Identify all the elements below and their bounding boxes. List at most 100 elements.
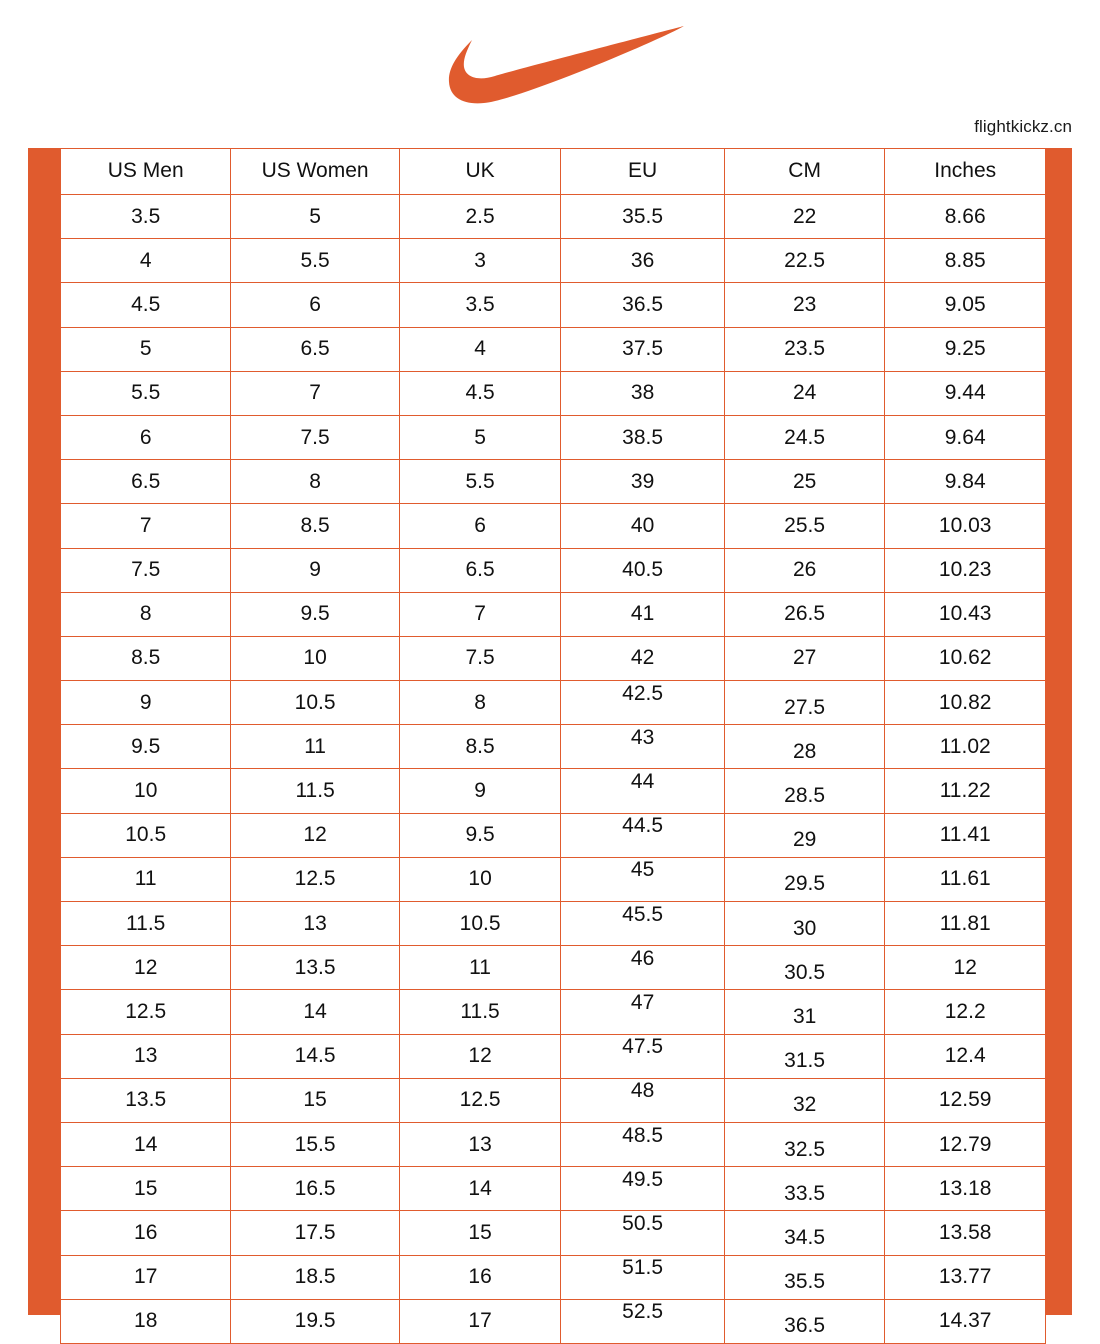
table-row: 7 8.5 6 40 25.5 10.03: [59, 503, 1046, 549]
cell-us-men: 14: [59, 1121, 232, 1168]
table-row: 10 11.5 9 44 28.5 11.22: [59, 768, 1046, 814]
table-row: 13.5 15 12.5 48 32 12.59: [59, 1077, 1046, 1123]
cell-cm: 31: [723, 989, 886, 1035]
table-row: 10.5 12 9.5 44.5 29 11.41: [59, 812, 1046, 858]
cell-inches: 8.66: [884, 193, 1046, 240]
cell-us-women: 5: [230, 193, 400, 240]
cell-uk: 3: [398, 238, 562, 284]
cell-us-women: 10.5: [230, 680, 400, 726]
cell-cm: 34.5: [723, 1210, 886, 1256]
cell-uk: 16: [398, 1254, 562, 1300]
cell-us-men: 8: [59, 591, 232, 637]
cell-inches: 12.2: [884, 989, 1046, 1035]
table-row: 5.5 7 4.5 38 24 9.44: [59, 370, 1046, 416]
column-header-us-men: US Men: [59, 148, 232, 195]
cell-us-men: 6: [59, 414, 232, 461]
cell-inches: 12.59: [884, 1077, 1046, 1123]
cell-inches: 10.82: [884, 680, 1046, 726]
cell-text: 51.5: [622, 1256, 664, 1280]
cell-uk: 10: [398, 856, 562, 903]
cell-us-women: 14: [230, 989, 400, 1035]
cell-cm: 27: [723, 635, 886, 682]
cell-us-women: 12: [230, 812, 400, 858]
cell-inches: 10.62: [884, 635, 1046, 682]
cell-inches: 13.58: [884, 1210, 1046, 1256]
cell-eu: 44.5: [560, 812, 725, 858]
cell-us-women: 11: [230, 724, 400, 770]
cell-us-women: 15.5: [230, 1121, 400, 1168]
cell-text: 52.5: [622, 1300, 664, 1324]
cell-us-women: 17.5: [230, 1210, 400, 1256]
cell-inches: 9.25: [884, 326, 1046, 372]
table-header-row: US Men US Women UK EU CM Inches: [59, 148, 1046, 195]
cell-text: 30: [792, 916, 817, 940]
cell-inches: 9.64: [884, 414, 1046, 461]
cell-us-women: 19.5: [230, 1298, 400, 1344]
cell-uk: 8.5: [398, 724, 562, 770]
table-row: 5 6.5 4 37.5 23.5 9.25: [59, 326, 1046, 372]
cell-uk: 10.5: [398, 900, 562, 947]
cell-eu: 35.5: [560, 193, 725, 240]
cell-inches: 13.77: [884, 1254, 1046, 1300]
cell-text: 29.5: [784, 872, 826, 896]
cell-us-women: 7.5: [230, 414, 400, 461]
cell-text: 32: [792, 1093, 817, 1117]
column-header-cm: CM: [723, 148, 886, 195]
table-row: 3.5 5 2.5 35.5 22 8.66: [59, 193, 1046, 240]
cell-uk: 12: [398, 1033, 562, 1079]
cell-eu: 39: [560, 459, 725, 505]
cell-uk: 9.5: [398, 812, 562, 858]
cell-eu: 51.5: [560, 1254, 725, 1300]
cell-us-men: 4: [59, 238, 232, 284]
cell-eu: 38.5: [560, 414, 725, 461]
cell-inches: 12.4: [884, 1033, 1046, 1079]
cell-text: 47: [630, 990, 655, 1014]
cell-us-women: 9: [230, 547, 400, 593]
cell-text: 45.5: [622, 902, 664, 926]
cell-us-women: 11.5: [230, 768, 400, 814]
cell-us-men: 9: [59, 680, 232, 726]
cell-cm: 30: [723, 900, 886, 947]
cell-inches: 11.81: [884, 900, 1046, 947]
right-accent-bar: [1046, 148, 1072, 1315]
cell-eu: 42: [560, 635, 725, 682]
cell-us-women: 18.5: [230, 1254, 400, 1300]
cell-cm: 29: [723, 812, 886, 858]
cell-us-men: 6.5: [59, 459, 232, 505]
table-row: 18 19.5 17 52.5 36.5 14.37: [59, 1298, 1046, 1344]
cell-text: 29: [792, 828, 817, 852]
cell-eu: 49.5: [560, 1166, 725, 1212]
cell-eu: 42.5: [560, 680, 725, 726]
cell-eu: 43: [560, 724, 725, 770]
cell-uk: 11.5: [398, 989, 562, 1035]
cell-cm: 23: [723, 282, 886, 328]
cell-cm: 32.5: [723, 1121, 886, 1168]
cell-eu: 52.5: [560, 1298, 725, 1344]
cell-eu: 41: [560, 591, 725, 637]
cell-text: 49.5: [622, 1167, 664, 1191]
cell-eu: 47: [560, 989, 725, 1035]
table-row: 13 14.5 12 47.5 31.5 12.4: [59, 1033, 1046, 1079]
table-row: 9 10.5 8 42.5 27.5 10.82: [59, 680, 1046, 726]
size-chart-frame: US Men US Women UK EU CM Inches 3.5 5 2.5 3…: [28, 148, 1072, 1344]
cell-eu: 47.5: [560, 1033, 725, 1079]
cell-uk: 5: [398, 414, 562, 461]
table-row: 7.5 9 6.5 40.5 26 10.23: [59, 547, 1046, 593]
cell-eu: 38: [560, 370, 725, 416]
cell-us-men: 7.5: [59, 547, 232, 593]
cell-text: 47.5: [622, 1035, 664, 1059]
cell-cm: 26.5: [723, 591, 886, 637]
cell-uk: 3.5: [398, 282, 562, 328]
cell-text: 33.5: [784, 1181, 826, 1205]
cell-us-women: 9.5: [230, 591, 400, 637]
cell-cm: 33.5: [723, 1166, 886, 1212]
cell-text: 44.5: [622, 814, 664, 838]
cell-text: 46: [630, 946, 655, 970]
cell-cm: 22: [723, 193, 886, 240]
cell-text: 48.5: [622, 1123, 664, 1147]
cell-text: 30.5: [784, 960, 826, 984]
cell-us-men: 10: [59, 768, 232, 814]
table-row: 4.5 6 3.5 36.5 23 9.05: [59, 282, 1046, 328]
cell-inches: 11.41: [884, 812, 1046, 858]
left-accent-bar: [28, 148, 60, 1315]
